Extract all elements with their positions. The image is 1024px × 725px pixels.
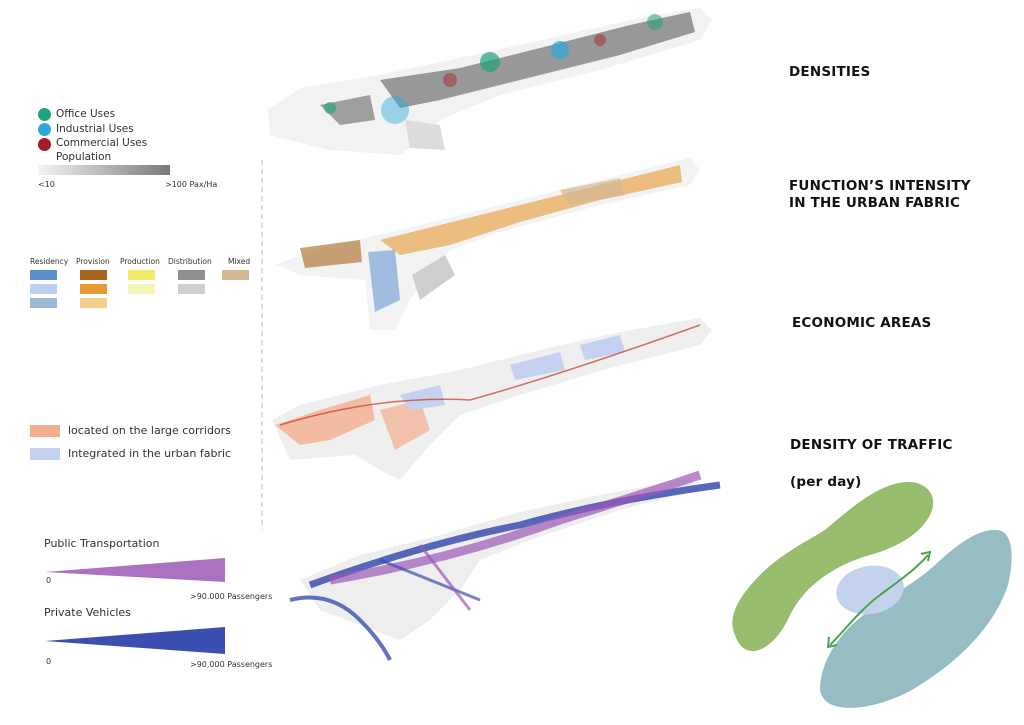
density-map	[268, 8, 712, 155]
industrial-uses-label: Industrial Uses	[56, 123, 134, 135]
residency-label: Residency	[30, 257, 69, 266]
office-uses-label: Office Uses	[56, 108, 116, 120]
commercial-uses-dot	[38, 138, 51, 151]
economic-map	[272, 318, 712, 480]
distribution-swatch-2	[178, 284, 205, 294]
scale-max-label: >100 Pax/Ha	[165, 180, 218, 189]
title-per-day: (per day)	[790, 474, 862, 490]
public-transport-label: Public Transportation	[44, 537, 160, 550]
provision-swatch-2	[80, 284, 107, 294]
provision-swatch-1	[80, 270, 107, 280]
traffic-map	[289, 470, 721, 661]
schematic-diagram	[732, 481, 1012, 708]
title-economic-areas: ECONOMIC AREAS	[792, 315, 932, 331]
title-function-line2: IN THE URBAN FABRIC	[789, 195, 961, 211]
traffic-legend-graphics	[45, 558, 225, 654]
private-max-label: >90,000 Passengers	[190, 660, 273, 669]
corridors-swatch	[30, 425, 60, 437]
distribution-label: Distribution	[168, 257, 212, 266]
title-function-line1: FUNCTION’S INTENSITY	[789, 178, 971, 194]
residency-swatch-1	[30, 270, 57, 280]
provision-swatch-3	[80, 298, 107, 308]
office-uses-dot	[38, 108, 51, 121]
distribution-swatch-1	[178, 270, 205, 280]
public-max-label: >90.000 Passengers	[190, 592, 273, 601]
function-map	[275, 158, 700, 330]
public-min-label: 0	[46, 576, 52, 585]
urban-fabric-label: Integrated in the urban fabric	[68, 447, 232, 460]
production-label: Production	[120, 257, 160, 266]
residency-swatch-2	[30, 284, 57, 294]
population-gradient-bar	[38, 165, 170, 175]
private-min-label: 0	[46, 657, 52, 666]
production-swatch-2	[128, 284, 155, 294]
title-density-of-traffic: DENSITY OF TRAFFIC	[790, 437, 953, 453]
residency-swatch-3	[30, 298, 57, 308]
population-label: Population	[56, 151, 112, 163]
private-vehicles-label: Private Vehicles	[44, 606, 131, 619]
production-swatch-1	[128, 270, 155, 280]
title-densities: DENSITIES	[789, 64, 871, 80]
public-transport-wedge	[45, 558, 225, 582]
private-vehicle-wedge	[45, 627, 225, 654]
urban-fabric-swatch	[30, 448, 60, 460]
industrial-uses-dot	[38, 123, 51, 136]
mixed-label: Mixed	[228, 257, 251, 266]
commercial-uses-label: Commercial Uses	[56, 137, 148, 149]
scale-min-label: <10	[38, 180, 55, 189]
provision-label: Provision	[76, 257, 110, 266]
mixed-swatch	[222, 270, 249, 280]
corridors-label: located on the large corridors	[68, 424, 231, 437]
